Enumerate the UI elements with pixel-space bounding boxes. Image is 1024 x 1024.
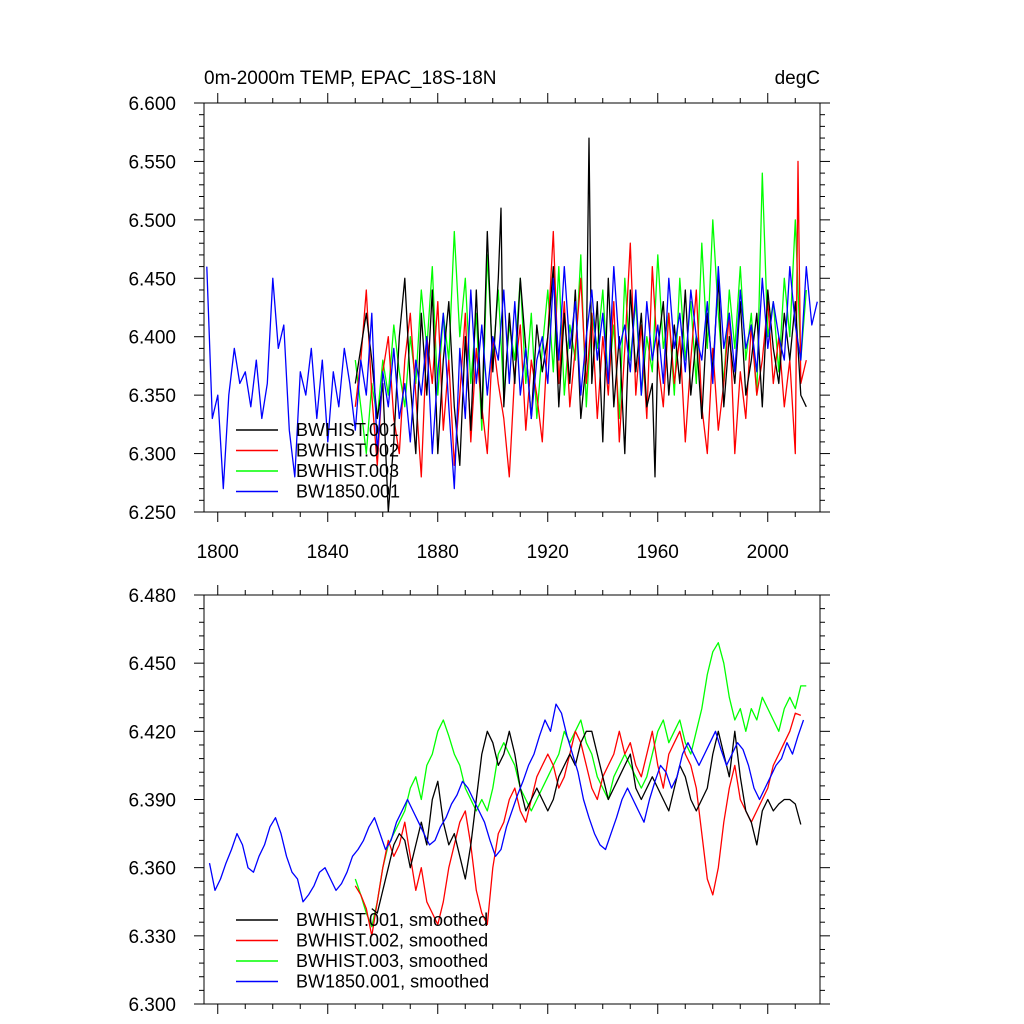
top-y-tick-label: 6.350: [128, 386, 176, 407]
top-y-tick-label: 6.450: [128, 269, 176, 290]
top-series-line-bw1850-001: [206, 265, 818, 490]
bottom-y-tick-label: 6.420: [128, 722, 176, 743]
bottom-series-line-bwhist-001-smoothed: [371, 730, 802, 914]
bottom-panel-smoothed-temperature: 6.300 6.330 6.360 6.390 6.420 6.450 6.480 BWHIS…: [128, 585, 830, 1016]
bottom-legend-label: BWHIST.003, smoothed: [296, 951, 488, 971]
top-x-tick-label: 1840: [307, 542, 349, 563]
bottom-y-tick-label: 6.450: [128, 654, 176, 675]
bottom-series-line-bwhist-002-smoothed: [354, 712, 802, 937]
top-legend-label: BW1850.001: [296, 482, 400, 502]
bottom-y-tick-label: 6.300: [128, 995, 176, 1016]
bottom-legend-label: BWHIST.001, smoothed: [296, 910, 488, 930]
top-y-tick-label: 6.500: [128, 211, 176, 232]
bottom-legend-label: BWHIST.002, smoothed: [296, 931, 488, 951]
bottom-legend-label: BW1850.001, smoothed: [296, 972, 489, 992]
top-series-line-bwhist-001: [354, 137, 807, 512]
top-series-line-bwhist-002: [354, 160, 807, 478]
top-x-tick-label: 1800: [197, 542, 239, 563]
bottom-series-line-bw1850-001-smoothed: [208, 703, 805, 903]
top-y-tick-label: 6.300: [128, 445, 176, 466]
top-x-tick-label: 1920: [527, 542, 569, 563]
top-panel-title: 0m-2000m TEMP, EPAC_18S-18N: [204, 68, 497, 89]
top-panel-units: degC: [775, 68, 820, 89]
top-legend-label: BWHIST.001: [296, 420, 399, 440]
top-y-tick-label: 6.250: [128, 503, 176, 524]
top-legend-label: BWHIST.002: [296, 441, 399, 461]
bottom-y-tick-label: 6.330: [128, 927, 176, 948]
bottom-series-line-bwhist-003-smoothed: [354, 642, 807, 928]
bottom-y-tick-label: 6.360: [128, 859, 176, 880]
top-y-tick-label: 6.600: [128, 94, 176, 115]
top-panel-raw-temperature: 0m-2000m TEMP, EPAC_18S-18N degC 6.250 6.…: [128, 68, 830, 563]
top-x-tick-label: 2000: [747, 542, 789, 563]
top-x-tick-label: 1960: [637, 542, 679, 563]
top-y-tick-label: 6.400: [128, 328, 176, 349]
top-plot-frame: [203, 102, 821, 513]
top-y-tick-label: 6.550: [128, 152, 176, 173]
top-legend-label: BWHIST.003: [296, 461, 399, 481]
bottom-y-tick-label: 6.390: [128, 791, 176, 812]
bottom-y-tick-label: 6.480: [128, 586, 176, 607]
top-series-line-bwhist-003: [354, 172, 807, 455]
top-x-tick-label: 1880: [417, 542, 459, 563]
